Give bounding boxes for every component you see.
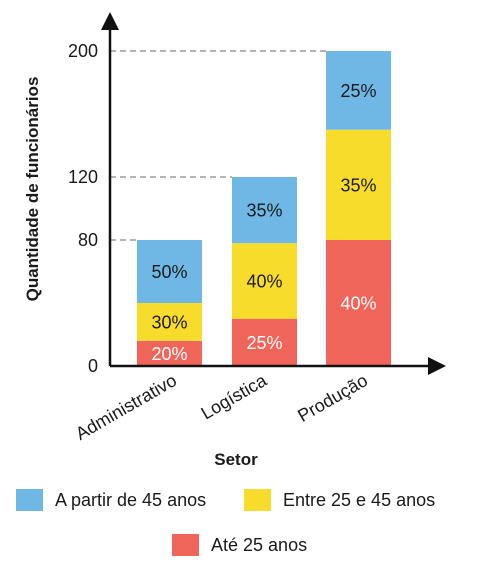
bar-percent-label: 50% [151,262,187,282]
y-tick-label: 80 [78,230,98,250]
legend-label: A partir de 45 anos [55,489,207,510]
y-tick-label: 120 [68,167,98,187]
legend-item-older: A partir de 45 anos [16,489,206,511]
bar-segment [232,243,297,319]
stacked-bar-chart: 20% 30% 50% 25% 40% 35% 40% 35% 25% 0 80 120 200 Ad… [23,12,446,469]
bar-segment [326,51,391,130]
bar-segment [137,340,202,366]
bars: 20% 30% 50% 25% 40% 35% 40% 35% 25% [137,51,391,366]
x-tick-label: Logística [198,370,271,424]
y-axis-title: Quantidade de funcionários [23,77,42,302]
bar-segment [137,240,202,303]
legend-swatch [244,489,271,511]
bar-percent-label: 30% [151,312,187,332]
bar-percent-label: 35% [246,201,282,221]
y-axis-arrow [101,12,119,30]
bar-percent-label: 20% [151,344,187,364]
bar-segment [137,303,202,341]
legend-item-middle: Entre 25 e 45 anos [244,489,435,511]
legend-label: Entre 25 e 45 anos [283,489,436,510]
reference-lines [110,50,326,241]
bar-percent-label: 35% [340,175,376,195]
x-axis-title: Setor [214,450,258,469]
bar-segment [232,318,297,366]
legend-swatch [16,489,43,511]
bar-segment [232,177,297,244]
bar-segment [326,240,391,366]
bar-percent-label: 40% [340,294,376,314]
x-axis-arrow [428,357,446,375]
x-tick-labels: Administrativo Logística Produção [72,370,371,444]
x-tick-label: Produção [294,370,371,426]
y-tick-label: 0 [88,356,98,376]
legend-label: Até 25 anos [211,534,308,555]
bar-percent-label: 25% [246,333,282,353]
bar-percent-label: 40% [246,271,282,291]
y-tick-label: 200 [68,41,98,61]
bar-segment [326,129,391,240]
bar-percent-label: 25% [340,81,376,101]
y-tick-labels: 0 80 120 200 [68,41,98,376]
x-tick-label: Administrativo [72,370,180,444]
legend-item-young: Até 25 anos [172,534,307,556]
axes [101,12,446,375]
legend-swatch [172,534,199,556]
